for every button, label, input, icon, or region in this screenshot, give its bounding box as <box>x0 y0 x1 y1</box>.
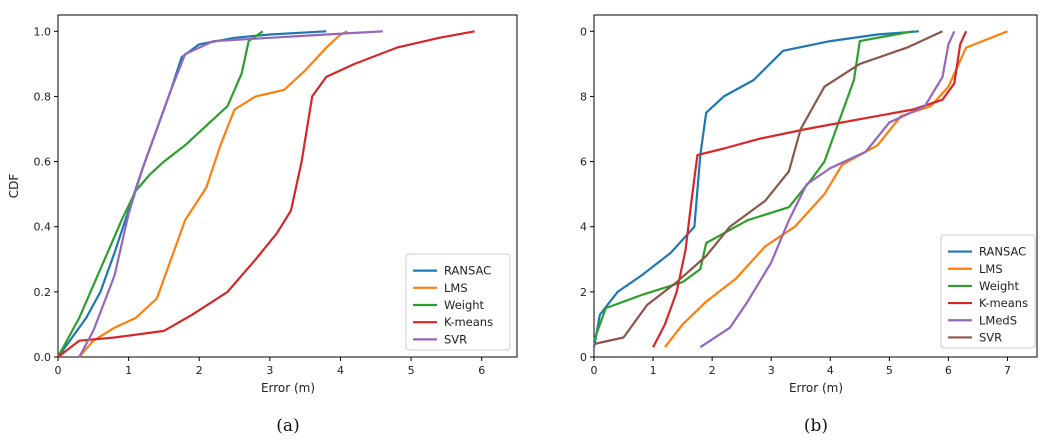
x-tick-label: 1 <box>650 364 657 377</box>
series-line-k-means <box>57 30 475 358</box>
x-tick-label: 6 <box>478 364 485 377</box>
series-line-lms <box>664 30 1008 348</box>
series-line-lms <box>78 30 348 358</box>
caption-b: (b) <box>804 416 828 436</box>
y-tick-label: 1.0 <box>34 25 52 38</box>
legend-label: SVR <box>444 332 467 346</box>
y-tick-label: 0.6 <box>34 156 52 169</box>
legend-label: K-means <box>444 315 493 329</box>
legend-label: K-means <box>979 296 1028 310</box>
y-axis-label-a: CDF <box>7 174 21 199</box>
legend-label: SVR <box>979 330 1002 344</box>
x-tick-label: 5 <box>408 364 415 377</box>
x-tick-label: 2 <box>196 364 203 377</box>
legend-label: LMS <box>444 281 468 295</box>
series-lines-a <box>57 30 475 358</box>
y-tick-label: 0.0 <box>34 351 52 364</box>
legend-a: RANSAC LMS Weight K-means SVR <box>405 253 511 351</box>
series-line-ransac <box>57 30 327 358</box>
series-line-svr <box>593 30 943 346</box>
x-tick-label: 2 <box>709 364 716 377</box>
y-tick-label: 0 <box>580 351 587 364</box>
x-tick-label: 4 <box>827 364 834 377</box>
x-tick-label: 0 <box>55 364 62 377</box>
x-tick-label: 6 <box>945 364 952 377</box>
legend-label: RANSAC <box>979 245 1026 259</box>
caption-a: (a) <box>276 416 299 436</box>
y-tick-label: 8 <box>580 90 587 103</box>
chart-panel-b: 0 1 2 3 4 5 6 7 0 2 4 6 8 0 Error (m) RANSAC LMS Weight… <box>580 14 1038 436</box>
y-tick-label: 0 <box>580 25 587 38</box>
x-axis-label-b: Error (m) <box>789 381 843 395</box>
x-tick-label: 7 <box>1004 364 1011 377</box>
series-line-weight <box>57 30 264 358</box>
x-tick-label: 1 <box>125 364 132 377</box>
series-line-ransac <box>592 30 919 348</box>
y-tick-label: 0.4 <box>34 221 52 234</box>
y-tick-label: 2 <box>580 286 587 299</box>
series-line-svr <box>78 30 383 358</box>
x-axis-label-a: Error (m) <box>261 381 315 395</box>
axis-ticks-b: 0 1 2 3 4 5 6 7 0 2 4 6 8 0 <box>580 25 1011 377</box>
x-tick-label: 3 <box>768 364 775 377</box>
legend-label: Weight <box>444 298 485 312</box>
legend-label: RANSAC <box>444 264 491 278</box>
y-tick-label: 4 <box>580 221 587 234</box>
plot-frame-a <box>57 14 518 358</box>
plot-frame-b <box>593 14 1038 358</box>
series-line-k-means <box>652 30 968 348</box>
legend-label: LMedS <box>979 313 1017 327</box>
y-tick-label: 6 <box>580 156 587 169</box>
y-tick-label: 0.8 <box>34 90 52 103</box>
legend-label: LMS <box>979 262 1003 276</box>
x-tick-label: 5 <box>886 364 893 377</box>
x-tick-label: 0 <box>591 364 598 377</box>
x-tick-label: 3 <box>266 364 273 377</box>
chart-panel-a: 0 1 2 3 4 5 60.00.20.40.60.81.0 Error (m) CDF … <box>7 14 518 436</box>
legend-label: Weight <box>979 279 1020 293</box>
legend-b: RANSAC LMS Weight K-means LMedS SVR <box>940 234 1036 349</box>
series-line-weight <box>592 30 914 342</box>
y-tick-label: 0.2 <box>34 286 52 299</box>
series-line-lmeds <box>699 30 956 349</box>
series-lines-b <box>592 30 1008 349</box>
axis-ticks-a: 0 1 2 3 4 5 6 0.0 0.2 0.4 0.6 0.8 1.0 <box>34 25 486 377</box>
legend-box <box>405 253 511 351</box>
x-tick-label: 4 <box>337 364 344 377</box>
